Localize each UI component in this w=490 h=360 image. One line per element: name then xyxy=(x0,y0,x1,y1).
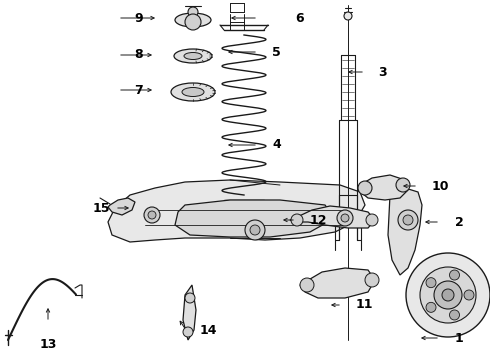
Circle shape xyxy=(449,310,460,320)
Circle shape xyxy=(434,281,462,309)
Text: 7: 7 xyxy=(134,84,143,96)
Circle shape xyxy=(426,278,436,288)
Circle shape xyxy=(188,7,198,17)
Polygon shape xyxy=(183,285,196,340)
Text: 9: 9 xyxy=(134,12,143,24)
Circle shape xyxy=(365,273,379,287)
Polygon shape xyxy=(358,175,408,200)
Circle shape xyxy=(449,270,460,280)
Text: 11: 11 xyxy=(356,298,373,311)
Text: 4: 4 xyxy=(272,139,281,152)
Circle shape xyxy=(185,14,201,30)
Text: 13: 13 xyxy=(39,338,57,351)
Circle shape xyxy=(185,293,195,303)
Circle shape xyxy=(398,210,418,230)
Circle shape xyxy=(148,211,156,219)
Text: 15: 15 xyxy=(93,202,110,215)
Circle shape xyxy=(337,210,353,226)
Circle shape xyxy=(366,214,378,226)
Polygon shape xyxy=(175,200,335,237)
Polygon shape xyxy=(300,268,375,298)
Circle shape xyxy=(183,327,193,337)
Circle shape xyxy=(144,207,160,223)
Ellipse shape xyxy=(184,53,202,59)
Circle shape xyxy=(341,214,349,222)
Circle shape xyxy=(426,302,436,312)
Text: 8: 8 xyxy=(134,49,143,62)
Polygon shape xyxy=(108,198,135,215)
Polygon shape xyxy=(388,188,422,275)
Text: 6: 6 xyxy=(295,12,304,24)
Polygon shape xyxy=(108,180,365,242)
Text: 2: 2 xyxy=(455,216,464,229)
Circle shape xyxy=(291,214,303,226)
Polygon shape xyxy=(290,206,375,228)
Circle shape xyxy=(250,225,260,235)
Text: 14: 14 xyxy=(200,324,218,337)
Circle shape xyxy=(344,12,352,20)
Ellipse shape xyxy=(174,49,212,63)
Text: 3: 3 xyxy=(378,66,387,78)
Circle shape xyxy=(300,278,314,292)
Text: 5: 5 xyxy=(272,45,281,58)
Circle shape xyxy=(245,220,265,240)
Text: 12: 12 xyxy=(310,213,327,226)
Circle shape xyxy=(406,253,490,337)
Ellipse shape xyxy=(175,13,211,27)
Text: 10: 10 xyxy=(432,180,449,193)
Ellipse shape xyxy=(182,87,204,96)
Ellipse shape xyxy=(171,83,215,101)
Circle shape xyxy=(420,267,476,323)
Circle shape xyxy=(358,181,372,195)
Circle shape xyxy=(442,289,454,301)
Circle shape xyxy=(396,178,410,192)
Text: 1: 1 xyxy=(455,332,464,345)
Circle shape xyxy=(464,290,474,300)
Circle shape xyxy=(403,215,413,225)
